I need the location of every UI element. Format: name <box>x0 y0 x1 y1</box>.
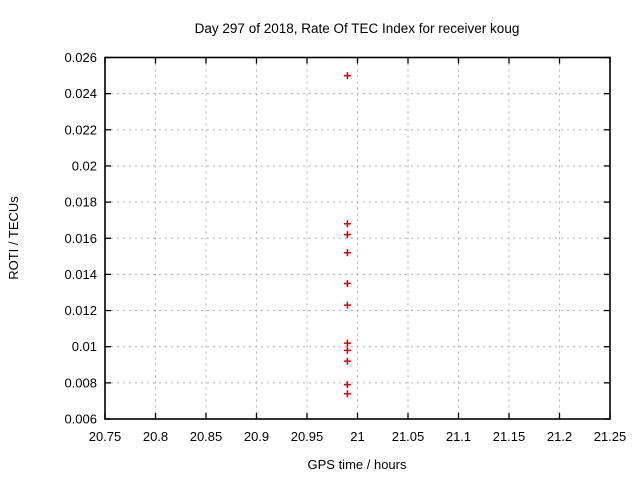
data-point-marker <box>343 72 351 80</box>
x-tick-label: 20.75 <box>89 429 122 444</box>
y-tick-label: 0.022 <box>64 122 97 137</box>
y-tick-label: 0.02 <box>72 158 97 173</box>
data-point-marker <box>343 339 351 347</box>
axis-ticks <box>104 56 611 420</box>
y-tick-label: 0.026 <box>64 50 97 65</box>
y-tick-label: 0.008 <box>64 375 97 390</box>
x-tick-label: 21.2 <box>547 429 572 444</box>
y-tick-label: 0.01 <box>72 339 97 354</box>
data-point-marker <box>343 346 351 354</box>
x-tick-label: 21 <box>350 429 364 444</box>
data-point-marker <box>343 249 351 257</box>
x-tick-label: 20.9 <box>244 429 269 444</box>
x-tick-label: 21.1 <box>446 429 471 444</box>
x-tick-label: 20.85 <box>190 429 223 444</box>
data-point-marker <box>343 390 351 398</box>
gridlines <box>105 57 610 419</box>
x-tick-labels: 20.75 20.8 20.85 20.9 20.95 21 21.05 21.1 21.15 2… <box>89 429 627 444</box>
x-tick-label: 21.25 <box>594 429 627 444</box>
x-tick-label: 20.95 <box>291 429 324 444</box>
y-tick-label: 0.024 <box>64 86 97 101</box>
chart-title: Day 297 of 2018, Rate Of TEC Index for r… <box>195 21 520 36</box>
data-point-marker <box>343 357 351 365</box>
data-point-marker <box>343 220 351 228</box>
x-tick-label: 21.15 <box>493 429 526 444</box>
y-tick-label: 0.014 <box>64 267 97 282</box>
y-tick-labels: 0.006 0.008 0.01 0.012 0.014 0.016 0.018 0.02 0.… <box>64 50 97 427</box>
data-point-marker <box>343 231 351 239</box>
y-tick-label: 0.016 <box>64 231 97 246</box>
y-tick-label: 0.006 <box>64 412 97 427</box>
x-tick-label: 21.05 <box>392 429 425 444</box>
data-point-marker <box>343 301 351 309</box>
x-tick-label: 20.8 <box>143 429 168 444</box>
data-point-marker <box>343 279 351 287</box>
data-point-marker <box>343 381 351 389</box>
y-tick-label: 0.012 <box>64 303 97 318</box>
y-tick-label: 0.018 <box>64 195 97 210</box>
data-points <box>343 72 351 398</box>
x-axis-label: GPS time / hours <box>308 457 407 472</box>
y-axis-label: ROTI / TECUs <box>6 196 21 280</box>
